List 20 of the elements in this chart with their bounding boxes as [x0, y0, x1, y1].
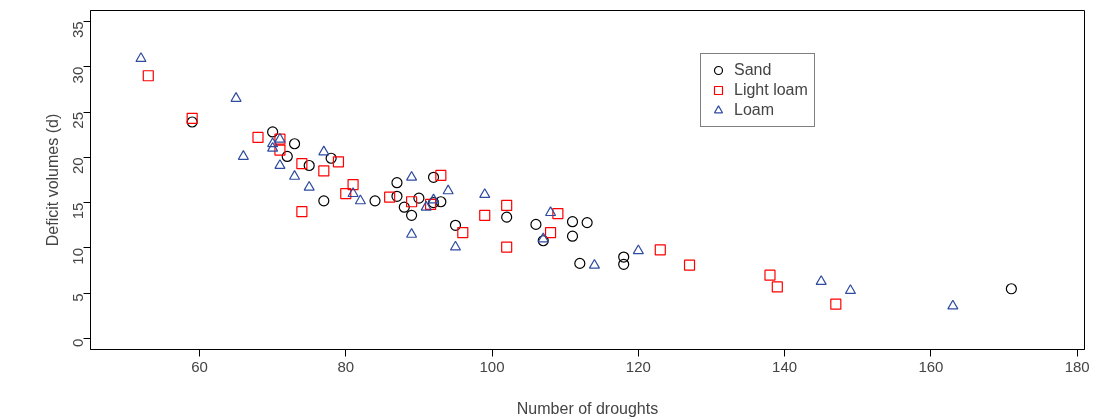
- y-tick-label: 35: [69, 21, 87, 39]
- legend-label: Light loam: [734, 81, 808, 99]
- y-tick-label: 10: [69, 247, 87, 265]
- x-tick-label: 140: [772, 357, 798, 375]
- y-tick-label: 0: [69, 338, 87, 347]
- y-tick-label: 15: [69, 202, 87, 220]
- y-tick-label: 5: [69, 293, 87, 302]
- y-tick-label: 30: [69, 66, 87, 84]
- x-tick-label: 60: [191, 357, 208, 375]
- y-axis-title: Deficit volumes (d): [43, 113, 61, 247]
- legend-label: Loam: [734, 101, 775, 119]
- x-tick-label: 160: [918, 357, 944, 375]
- x-tick-label: 180: [1064, 357, 1090, 375]
- x-tick-label: 100: [479, 357, 505, 375]
- x-tick-label: 80: [337, 357, 355, 375]
- x-axis-title: Number of droughts: [516, 399, 659, 417]
- y-tick-label: 20: [69, 157, 87, 175]
- legend-label: Sand: [734, 61, 772, 79]
- x-tick-label: 120: [625, 357, 651, 375]
- y-tick-label: 25: [69, 112, 87, 129]
